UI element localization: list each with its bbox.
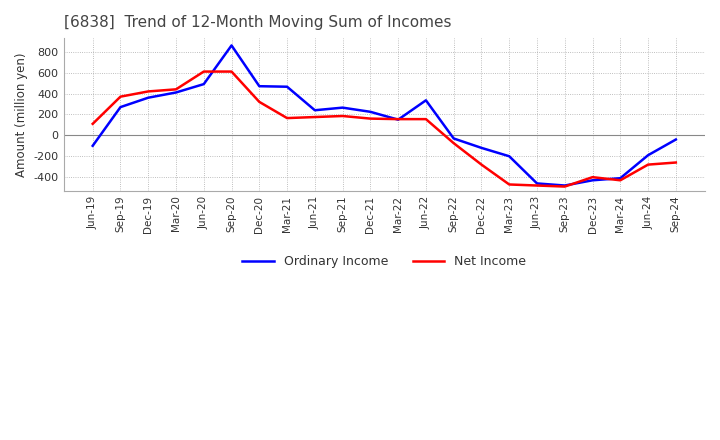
Ordinary Income [228, 43, 236, 48]
Ordinary Income [144, 95, 153, 100]
Ordinary Income [366, 109, 374, 114]
Net Income [199, 69, 208, 74]
Ordinary Income [449, 136, 458, 141]
Ordinary Income [116, 104, 125, 110]
Ordinary Income [310, 108, 319, 113]
Ordinary Income [560, 183, 569, 188]
Ordinary Income [533, 181, 541, 186]
Y-axis label: Amount (million yen): Amount (million yen) [15, 52, 28, 177]
Ordinary Income [505, 154, 513, 159]
Net Income [505, 182, 513, 187]
Legend: Ordinary Income, Net Income: Ordinary Income, Net Income [238, 250, 531, 273]
Ordinary Income [588, 178, 597, 183]
Net Income [310, 114, 319, 120]
Ordinary Income [199, 81, 208, 87]
Net Income [89, 121, 97, 126]
Text: [6838]  Trend of 12-Month Moving Sum of Incomes: [6838] Trend of 12-Month Moving Sum of I… [63, 15, 451, 30]
Net Income [616, 178, 625, 183]
Net Income [171, 87, 180, 92]
Line: Net Income: Net Income [93, 72, 676, 187]
Net Income [422, 117, 431, 122]
Net Income [366, 116, 374, 121]
Net Income [560, 184, 569, 189]
Net Income [144, 89, 153, 94]
Net Income [116, 94, 125, 99]
Ordinary Income [477, 145, 486, 150]
Net Income [228, 69, 236, 74]
Net Income [449, 140, 458, 146]
Ordinary Income [616, 176, 625, 181]
Ordinary Income [422, 98, 431, 103]
Ordinary Income [89, 143, 97, 148]
Net Income [283, 115, 292, 121]
Ordinary Income [338, 105, 347, 110]
Net Income [644, 162, 652, 167]
Net Income [394, 117, 402, 122]
Net Income [477, 162, 486, 167]
Ordinary Income [171, 90, 180, 95]
Net Income [255, 99, 264, 105]
Net Income [533, 183, 541, 188]
Net Income [588, 175, 597, 180]
Line: Ordinary Income: Ordinary Income [93, 45, 676, 186]
Ordinary Income [283, 84, 292, 89]
Net Income [672, 160, 680, 165]
Ordinary Income [255, 84, 264, 89]
Ordinary Income [672, 137, 680, 142]
Ordinary Income [644, 153, 652, 158]
Net Income [338, 114, 347, 119]
Ordinary Income [394, 117, 402, 122]
